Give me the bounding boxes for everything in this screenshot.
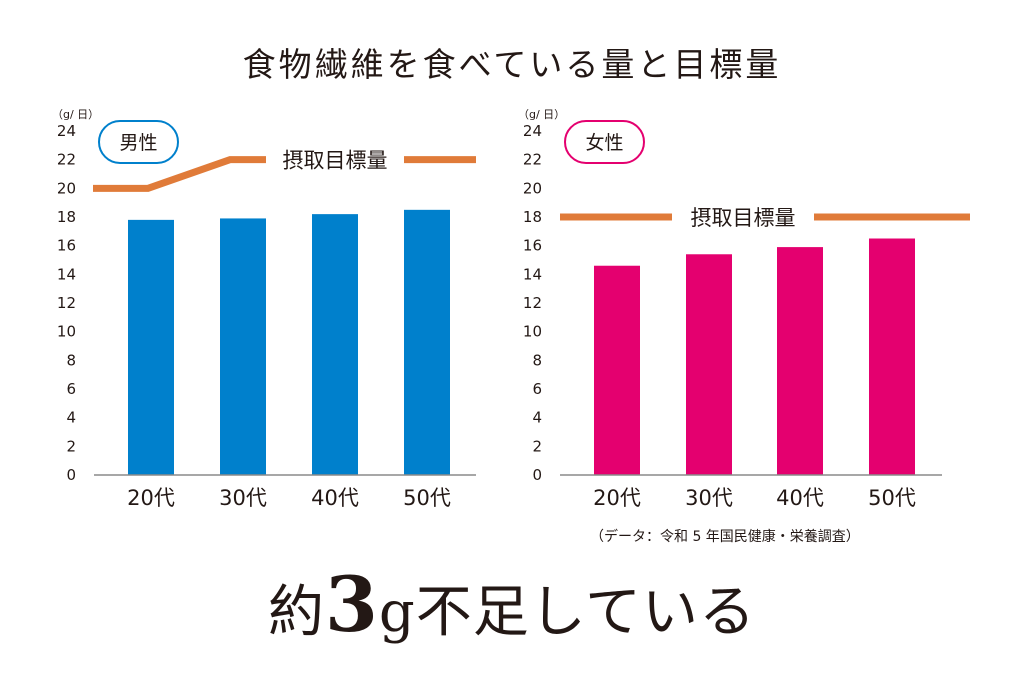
y-tick-label: 24 [57, 122, 76, 140]
x-tick-label: 30代 [685, 486, 733, 510]
y-tick-label: 0 [532, 466, 542, 484]
bar [128, 219, 174, 475]
y-tick-label: 10 [523, 323, 542, 341]
x-tick-label: 40代 [776, 486, 824, 510]
y-tick-label: 22 [57, 151, 76, 169]
group-label: 女性 [585, 132, 623, 154]
y-tick-label: 16 [57, 237, 76, 255]
x-tick-label: 50代 [868, 486, 916, 510]
y-tick-label: 6 [532, 380, 542, 398]
y-tick-label: 4 [532, 409, 542, 427]
bar [404, 209, 450, 476]
headline-suffix: g不足している [378, 580, 757, 645]
y-axis-unit: （g/ 日） [52, 108, 99, 121]
bar [777, 247, 823, 475]
x-tick-label: 40代 [311, 486, 359, 510]
y-tick-label: 20 [57, 179, 76, 197]
y-tick-label: 16 [523, 237, 542, 255]
data-source-note: （データ：令和 5 年国民健康・栄養調査） [590, 529, 860, 545]
bar [594, 265, 640, 475]
x-tick-label: 20代 [593, 486, 641, 510]
y-tick-label: 12 [57, 294, 76, 312]
y-tick-label: 24 [523, 122, 542, 140]
x-tick-label: 50代 [403, 486, 451, 510]
y-tick-label: 12 [523, 294, 542, 312]
chart-title: 食物繊維を食べている量と目標量 [242, 45, 782, 84]
headline-prefix: 約 [267, 580, 325, 645]
y-tick-label: 20 [523, 179, 542, 197]
group-pill [98, 120, 179, 164]
y-tick-label: 4 [66, 409, 76, 427]
bar [312, 214, 358, 475]
target-line-segment [93, 156, 266, 192]
y-tick-label: 6 [66, 380, 76, 398]
group-pill [564, 120, 645, 164]
y-tick-label: 2 [532, 437, 542, 455]
y-tick-label: 0 [66, 466, 76, 484]
group-label: 男性 [119, 132, 157, 154]
bar [220, 218, 266, 475]
y-axis-unit: （g/ 日） [518, 108, 565, 121]
y-tick-label: 8 [66, 351, 76, 369]
headline: 約3g不足している [0, 560, 1024, 649]
y-tick-label: 22 [523, 151, 542, 169]
headline-number: 3 [324, 560, 379, 649]
target-label: 摂取目標量 [691, 206, 796, 230]
y-tick-label: 2 [66, 437, 76, 455]
y-tick-label: 8 [532, 351, 542, 369]
bar [686, 254, 732, 475]
target-label: 摂取目標量 [283, 149, 388, 173]
y-tick-label: 10 [57, 323, 76, 341]
y-tick-label: 14 [57, 265, 76, 283]
y-tick-label: 18 [523, 208, 542, 226]
y-tick-label: 18 [57, 208, 76, 226]
y-tick-label: 14 [523, 265, 542, 283]
x-tick-label: 20代 [127, 486, 175, 510]
x-tick-label: 30代 [219, 486, 267, 510]
bar [869, 238, 915, 475]
